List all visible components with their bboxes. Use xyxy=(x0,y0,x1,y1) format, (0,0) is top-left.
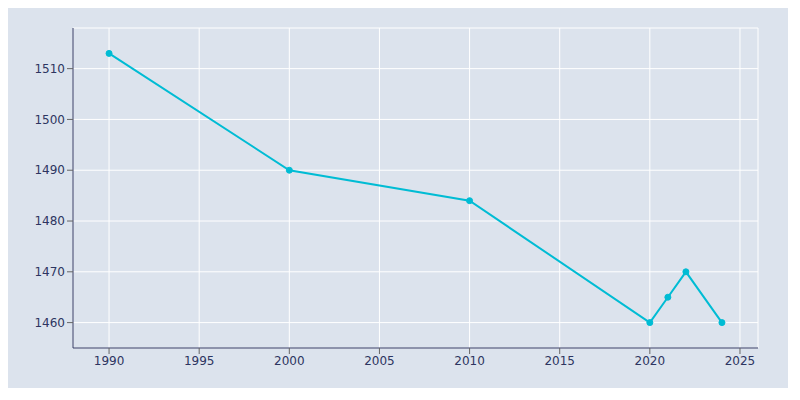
svg-text:1480: 1480 xyxy=(34,214,65,228)
svg-text:2005: 2005 xyxy=(364,354,395,368)
svg-text:2000: 2000 xyxy=(274,354,305,368)
svg-text:1460: 1460 xyxy=(34,316,65,330)
svg-text:1990: 1990 xyxy=(94,354,125,368)
svg-text:1490: 1490 xyxy=(34,163,65,177)
svg-text:1995: 1995 xyxy=(184,354,215,368)
svg-text:1510: 1510 xyxy=(34,62,65,76)
svg-text:1500: 1500 xyxy=(34,113,65,127)
svg-text:1470: 1470 xyxy=(34,265,65,279)
svg-text:2020: 2020 xyxy=(635,354,666,368)
svg-text:2010: 2010 xyxy=(454,354,485,368)
svg-text:2025: 2025 xyxy=(725,354,756,368)
svg-text:2015: 2015 xyxy=(544,354,575,368)
